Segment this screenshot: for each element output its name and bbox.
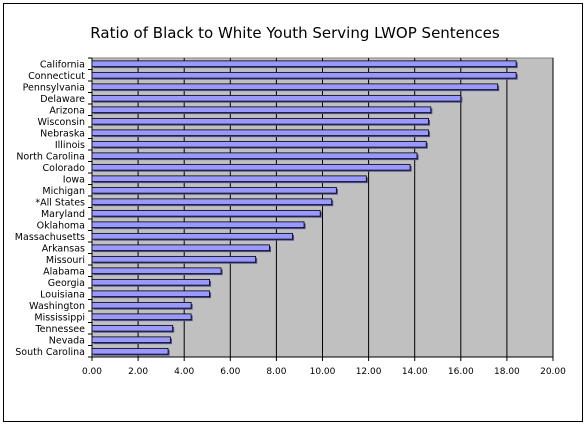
category-label: Iowa <box>63 174 85 185</box>
x-tick-label: 2.00 <box>128 367 148 377</box>
category-label: Maryland <box>41 209 85 220</box>
category-label: Washington <box>29 301 85 312</box>
category-label: Mississippi <box>34 312 85 323</box>
x-tick-label: 18.00 <box>494 367 520 377</box>
category-label: Nebraska <box>40 128 85 139</box>
bar <box>91 117 429 125</box>
category-label: Alabama <box>43 266 85 277</box>
category-label: Connecticut <box>28 71 85 82</box>
category-label: Illinois <box>55 140 85 151</box>
x-tick-label: 14.00 <box>402 367 428 377</box>
bar <box>91 255 257 263</box>
bar <box>91 152 418 160</box>
bar <box>91 163 411 171</box>
bar <box>91 94 462 102</box>
x-tick-label: 4.00 <box>174 367 194 377</box>
category-label: South Carolina <box>15 347 85 358</box>
category-label: Pennsylvania <box>23 82 85 93</box>
bar <box>91 198 333 206</box>
bar <box>91 267 222 275</box>
category-label: Louisiana <box>40 289 85 300</box>
bar <box>91 244 270 252</box>
bar <box>91 129 429 137</box>
category-label: Missouri <box>46 255 85 266</box>
chart-title: Ratio of Black to White Youth Serving LW… <box>90 24 500 42</box>
category-label: North Carolina <box>16 151 85 162</box>
x-tick-label: 20.00 <box>540 367 566 377</box>
bar <box>91 301 192 309</box>
bar <box>91 347 169 355</box>
x-tick-label: 16.00 <box>448 367 474 377</box>
category-label: *All States <box>35 197 85 208</box>
bar <box>91 232 293 240</box>
bar <box>91 221 305 229</box>
bar <box>91 186 337 194</box>
bar <box>91 278 210 286</box>
bar <box>91 106 432 114</box>
x-tick-label: 8.00 <box>266 367 286 377</box>
x-tick-label: 6.00 <box>220 367 240 377</box>
x-tick-label: 10.00 <box>310 367 336 377</box>
plot-area: 0.00 2.00 4.00 6.00 8.00 10.00 12.00 14.00 16.00… <box>15 57 566 377</box>
category-label: Wisconsin <box>38 117 85 128</box>
category-label: Massachusetts <box>15 232 85 243</box>
category-label: Georgia <box>48 278 85 289</box>
category-label: Colorado <box>43 163 86 174</box>
category-label: Arkansas <box>42 243 85 254</box>
category-label: Tennessee <box>34 324 85 335</box>
x-tick-label: 0.00 <box>82 367 102 377</box>
bar <box>91 71 517 79</box>
category-label: Arizona <box>49 105 85 116</box>
bar <box>91 140 427 148</box>
category-label: California <box>40 59 85 70</box>
bar <box>91 209 321 217</box>
category-label: Delaware <box>40 94 85 105</box>
bar <box>91 175 367 183</box>
category-label: Michigan <box>42 186 85 197</box>
category-label: Oklahoma <box>37 220 85 231</box>
bar <box>91 60 517 68</box>
x-tick-label: 12.00 <box>356 367 382 377</box>
bar <box>91 336 171 344</box>
category-label: Nevada <box>49 335 85 346</box>
bar <box>91 83 499 91</box>
bar <box>91 324 174 332</box>
bar <box>91 290 210 298</box>
bar <box>91 313 192 321</box>
